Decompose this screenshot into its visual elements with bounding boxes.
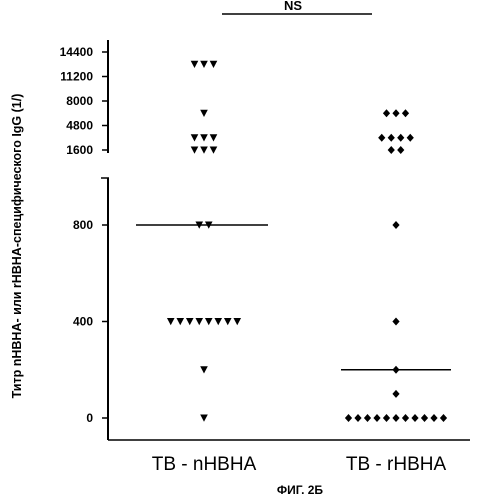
median-lines xyxy=(136,225,451,370)
data-point-diamond xyxy=(397,134,404,142)
data-point-diamond xyxy=(402,414,409,422)
data-point-triangle xyxy=(200,415,208,422)
data-point-diamond xyxy=(392,390,399,398)
data-point-diamond xyxy=(345,414,352,422)
data-point-triangle xyxy=(210,61,218,68)
data-point-triangle xyxy=(233,318,241,325)
data-point-triangle xyxy=(191,61,199,68)
y-tick-label: 14400 xyxy=(60,45,94,59)
data-point-triangle xyxy=(191,134,199,141)
data-point-triangle xyxy=(200,134,208,141)
data-point-diamond xyxy=(397,146,404,154)
data-point-diamond xyxy=(411,414,418,422)
significance-label: NS xyxy=(284,0,302,13)
data-point-triangle xyxy=(200,366,208,373)
data-point-triangle xyxy=(195,318,203,325)
data-point-triangle xyxy=(200,147,208,154)
y-axis-title: Титр nHBHA- или rHBHA-специфического IgG… xyxy=(10,94,24,399)
data-point-diamond xyxy=(440,414,447,422)
y-tick-label: 400 xyxy=(73,315,93,329)
data-point-diamond xyxy=(364,414,371,422)
data-point-triangle xyxy=(210,147,218,154)
data-point-diamond xyxy=(407,134,414,142)
category-label: TB - rHBHA xyxy=(346,454,447,475)
data-point-triangle xyxy=(224,318,232,325)
data-point-diamond xyxy=(392,414,399,422)
significance-annotation: NS xyxy=(222,0,372,14)
data-point-diamond xyxy=(378,134,385,142)
y-axis: 0 400 800 1600 4800 8000 11200 14400 TB - nHBHA T… xyxy=(60,40,470,475)
data-point-diamond xyxy=(421,414,428,422)
data-point-diamond xyxy=(388,134,395,142)
y-tick-label: 11200 xyxy=(60,70,93,84)
y-tick-label: 0 xyxy=(86,411,93,425)
y-tick-label: 1600 xyxy=(66,143,93,157)
data-point-diamond xyxy=(402,109,409,117)
data-point-triangle xyxy=(167,318,175,325)
data-point-diamond xyxy=(373,414,380,422)
data-point-triangle xyxy=(176,318,184,325)
data-point-triangle xyxy=(210,134,218,141)
data-point-diamond xyxy=(388,146,395,154)
y-tick-label: 4800 xyxy=(66,119,93,133)
data-point-diamond xyxy=(383,109,390,117)
data-point-triangle xyxy=(191,147,199,154)
data-point-diamond xyxy=(354,414,361,422)
data-point-triangle xyxy=(205,318,213,325)
data-points xyxy=(167,61,447,422)
category-label: TB - nHBHA xyxy=(152,454,257,475)
data-point-diamond xyxy=(392,221,399,229)
data-point-diamond xyxy=(383,414,390,422)
figure-caption: ФИГ. 2Б xyxy=(277,483,324,497)
data-point-diamond xyxy=(392,109,399,117)
data-point-triangle xyxy=(214,318,222,325)
data-point-triangle xyxy=(186,318,194,325)
y-tick-label: 800 xyxy=(73,218,93,232)
data-point-diamond xyxy=(392,318,399,326)
data-point-triangle xyxy=(200,61,208,68)
y-tick-label: 8000 xyxy=(66,94,93,108)
data-point-triangle xyxy=(200,110,208,117)
data-point-diamond xyxy=(430,414,437,422)
